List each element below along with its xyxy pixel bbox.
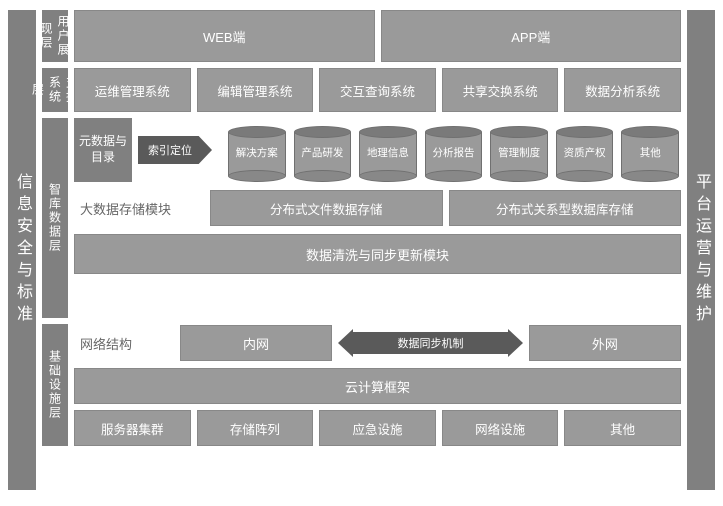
- layer-label-presentation: 用户展现层: [42, 10, 68, 62]
- cyl-label: 地理信息: [365, 148, 411, 160]
- architecture-diagram: 信息安全与标准 用户展现层 WEB端 APP端 支撑系统层 运维管理系统 编辑管…: [0, 0, 723, 500]
- network-row: 网络结构 内网 数据同步机制 外网: [74, 324, 681, 362]
- support-ops: 运维管理系统: [74, 68, 191, 112]
- layer-presentation: 用户展现层 WEB端 APP端: [42, 10, 681, 62]
- cloud-row: 云计算框架: [74, 368, 681, 404]
- sync-arrow: 数据同步机制: [338, 329, 523, 357]
- storage-module-label: 大数据存储模块: [74, 190, 204, 226]
- cyl-label: 解决方案: [234, 148, 280, 160]
- layer-support: 支撑系统层 运维管理系统 编辑管理系统 交互查询系统 共享交换系统 数据分析系统: [42, 68, 681, 112]
- metadata-catalog-box: 元数据与目录: [74, 118, 132, 182]
- storage-file: 分布式文件数据存储: [210, 190, 443, 226]
- presentation-web: WEB端: [74, 10, 375, 62]
- cyl-label: 资质产权: [562, 148, 608, 160]
- storage-rdb: 分布式关系型数据库存储: [449, 190, 682, 226]
- cyl-solution: 解决方案: [226, 126, 288, 182]
- index-arrow: 索引定位: [138, 136, 212, 164]
- clean-sync-row: 数据清洗与同步更新模块: [74, 234, 681, 274]
- layer-label-data: 智库数据层: [42, 118, 68, 318]
- cloud-framework: 云计算框架: [74, 368, 681, 404]
- layer-label-support: 支撑系统层: [42, 68, 68, 112]
- cyl-label: 产品研发: [299, 148, 345, 160]
- cyl-product: 产品研发: [292, 126, 354, 182]
- cyl-ip: 资质产权: [554, 126, 616, 182]
- storage-row: 大数据存储模块 分布式文件数据存储 分布式关系型数据库存储: [74, 190, 681, 226]
- network-extranet: 外网: [529, 325, 681, 361]
- hw-storage: 存储阵列: [197, 410, 314, 446]
- cyl-label: 分析报告: [431, 148, 477, 160]
- cyl-label: 其他: [638, 148, 663, 160]
- cyl-other: 其他: [619, 126, 681, 182]
- network-structure-label: 网络结构: [74, 334, 174, 353]
- cyl-label: 管理制度: [496, 148, 542, 160]
- support-query: 交互查询系统: [319, 68, 436, 112]
- network-intranet: 内网: [180, 325, 332, 361]
- arrow-right-icon: [508, 329, 523, 357]
- support-exchange: 共享交换系统: [442, 68, 559, 112]
- cyl-mgmt: 管理制度: [488, 126, 550, 182]
- clean-sync-module: 数据清洗与同步更新模块: [74, 234, 681, 274]
- hw-other: 其他: [564, 410, 681, 446]
- hw-network: 网络设施: [442, 410, 559, 446]
- layer-data: 智库数据层 元数据与目录 索引定位 解决方案 产品研发 地理信息 分析报告 管理…: [42, 118, 681, 318]
- cyl-report: 分析报告: [423, 126, 485, 182]
- support-analytics: 数据分析系统: [564, 68, 681, 112]
- arrow-left-icon: [338, 329, 353, 357]
- hw-servers: 服务器集群: [74, 410, 191, 446]
- presentation-app: APP端: [381, 10, 682, 62]
- layer-label-infra: 基础设施层: [42, 324, 68, 446]
- hw-emergency: 应急设施: [319, 410, 436, 446]
- cyl-geo: 地理信息: [357, 126, 419, 182]
- hardware-row: 服务器集群 存储阵列 应急设施 网络设施 其他: [74, 410, 681, 446]
- sync-arrow-label: 数据同步机制: [352, 332, 509, 354]
- layer-infra: 基础设施层 网络结构 内网 数据同步机制 外网 云计算框架 服务器集群: [42, 324, 681, 446]
- center-layers: 用户展现层 WEB端 APP端 支撑系统层 运维管理系统 编辑管理系统 交互查询…: [42, 10, 681, 490]
- cylinder-row: 解决方案 产品研发 地理信息 分析报告 管理制度 资质产权 其他: [226, 118, 681, 182]
- support-edit: 编辑管理系统: [197, 68, 314, 112]
- right-pillar: 平台运营与维护: [687, 10, 715, 490]
